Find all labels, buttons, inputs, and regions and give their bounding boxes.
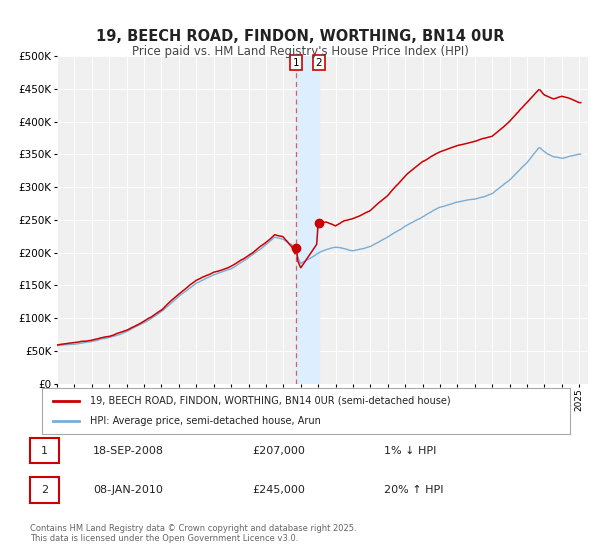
Text: Price paid vs. HM Land Registry's House Price Index (HPI): Price paid vs. HM Land Registry's House … xyxy=(131,45,469,58)
Text: 1% ↓ HPI: 1% ↓ HPI xyxy=(384,446,436,456)
Text: 20% ↑ HPI: 20% ↑ HPI xyxy=(384,485,443,495)
Text: £245,000: £245,000 xyxy=(252,485,305,495)
Text: 2: 2 xyxy=(316,58,322,68)
Bar xyxy=(296,56,319,384)
Text: 19, BEECH ROAD, FINDON, WORTHING, BN14 0UR: 19, BEECH ROAD, FINDON, WORTHING, BN14 0… xyxy=(96,29,504,44)
Text: 1: 1 xyxy=(41,446,48,456)
Text: 18-SEP-2008: 18-SEP-2008 xyxy=(93,446,164,456)
Text: £207,000: £207,000 xyxy=(252,446,305,456)
Text: 1: 1 xyxy=(293,58,299,68)
Text: 08-JAN-2010: 08-JAN-2010 xyxy=(93,485,163,495)
Text: 2: 2 xyxy=(41,485,48,495)
Text: 19, BEECH ROAD, FINDON, WORTHING, BN14 0UR (semi-detached house): 19, BEECH ROAD, FINDON, WORTHING, BN14 0… xyxy=(89,396,450,406)
Text: Contains HM Land Registry data © Crown copyright and database right 2025.
This d: Contains HM Land Registry data © Crown c… xyxy=(30,524,356,543)
Text: HPI: Average price, semi-detached house, Arun: HPI: Average price, semi-detached house,… xyxy=(89,416,320,426)
